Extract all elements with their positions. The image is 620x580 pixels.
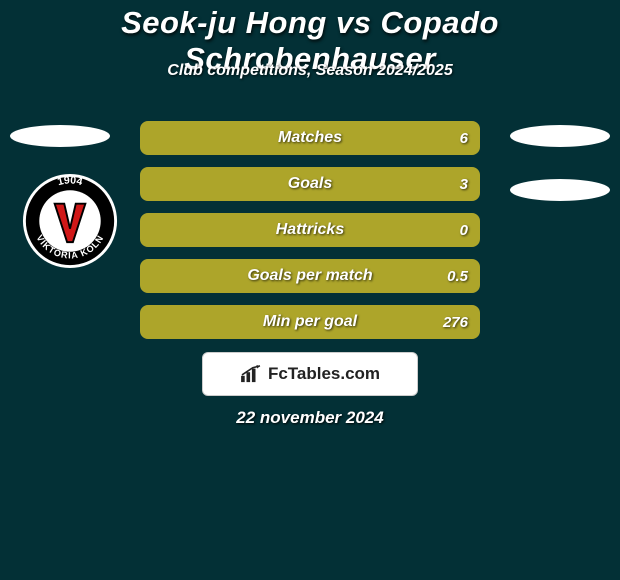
stat-value: 3 <box>460 176 468 193</box>
stat-bar: Goals per match 0.5 <box>140 259 480 293</box>
brand-text: FcTables.com <box>268 364 380 384</box>
stat-label: Goals per match <box>247 267 372 285</box>
brand-box: FcTables.com <box>202 352 418 396</box>
date-text: 22 november 2024 <box>0 408 620 428</box>
stat-bar: Hattricks 0 <box>140 213 480 247</box>
bars-icon <box>240 365 262 383</box>
stat-label: Hattricks <box>276 221 344 239</box>
stat-value: 6 <box>460 130 468 147</box>
stat-bar: Goals 3 <box>140 167 480 201</box>
player-oval-right <box>510 179 610 201</box>
stat-value: 276 <box>443 314 468 331</box>
stat-label: Goals <box>288 175 332 193</box>
stat-value: 0 <box>460 222 468 239</box>
club-badge: 1904 VIKTORIA KÖLN <box>22 173 118 269</box>
stat-bar: Matches 6 <box>140 121 480 155</box>
infographic-container: Seok-ju Hong vs Copado Schrobenhauser Cl… <box>0 0 620 580</box>
player-oval-left <box>10 125 110 147</box>
stat-value: 0.5 <box>447 268 468 285</box>
stat-label: Matches <box>278 129 342 147</box>
player-oval-right <box>510 125 610 147</box>
stat-bar: Min per goal 276 <box>140 305 480 339</box>
page-subtitle: Club competitions, Season 2024/2025 <box>0 62 620 80</box>
stat-label: Min per goal <box>263 313 357 331</box>
badge-svg: 1904 VIKTORIA KÖLN <box>22 173 118 269</box>
